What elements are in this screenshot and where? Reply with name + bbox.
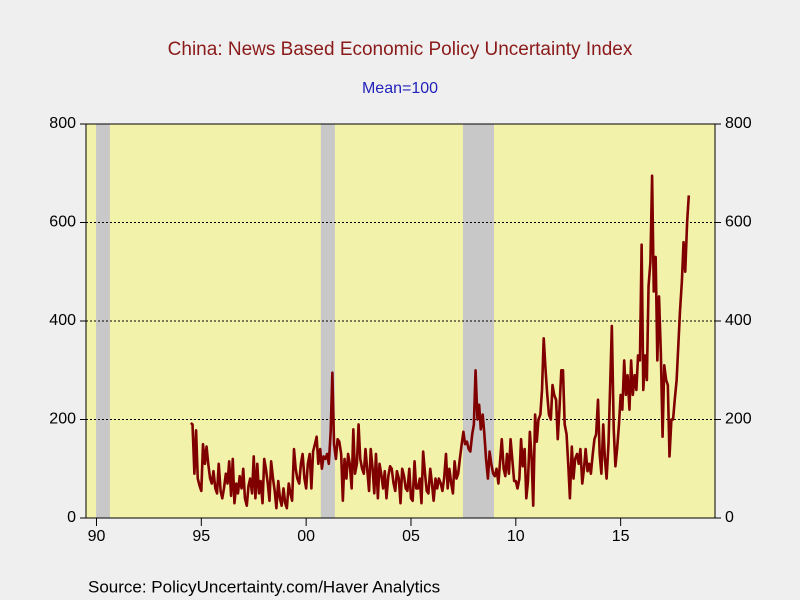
x-tick-label: 10 (507, 528, 525, 545)
y-tick-label: 600 (49, 214, 76, 231)
x-tick-label: 95 (192, 528, 210, 545)
y2-tick-label: 600 (725, 214, 752, 231)
chart-subtitle: Mean=100 (362, 80, 438, 97)
series-line (189, 174, 691, 510)
x-tick-label: 15 (612, 528, 630, 545)
plot-frame (85, 123, 716, 519)
source-note: Source: PolicyUncertainty.com/Haver Anal… (88, 577, 440, 596)
x-tick-label: 00 (297, 528, 315, 545)
y-tick-label: 200 (49, 411, 76, 428)
y-tick-label: 0 (67, 509, 76, 526)
y2-tick-label: 800 (725, 115, 752, 132)
x-tick-label: 05 (402, 528, 420, 545)
y2-tick-label: 200 (725, 411, 752, 428)
y2-tick-label: 400 (725, 312, 752, 329)
y-tick-label: 400 (49, 312, 76, 329)
plot-area (86, 124, 715, 518)
y2-tick-label: 0 (725, 509, 734, 526)
chart-title: China: News Based Economic Policy Uncert… (168, 39, 633, 60)
y-tick-label: 800 (49, 115, 76, 132)
x-tick-label: 90 (88, 528, 106, 545)
